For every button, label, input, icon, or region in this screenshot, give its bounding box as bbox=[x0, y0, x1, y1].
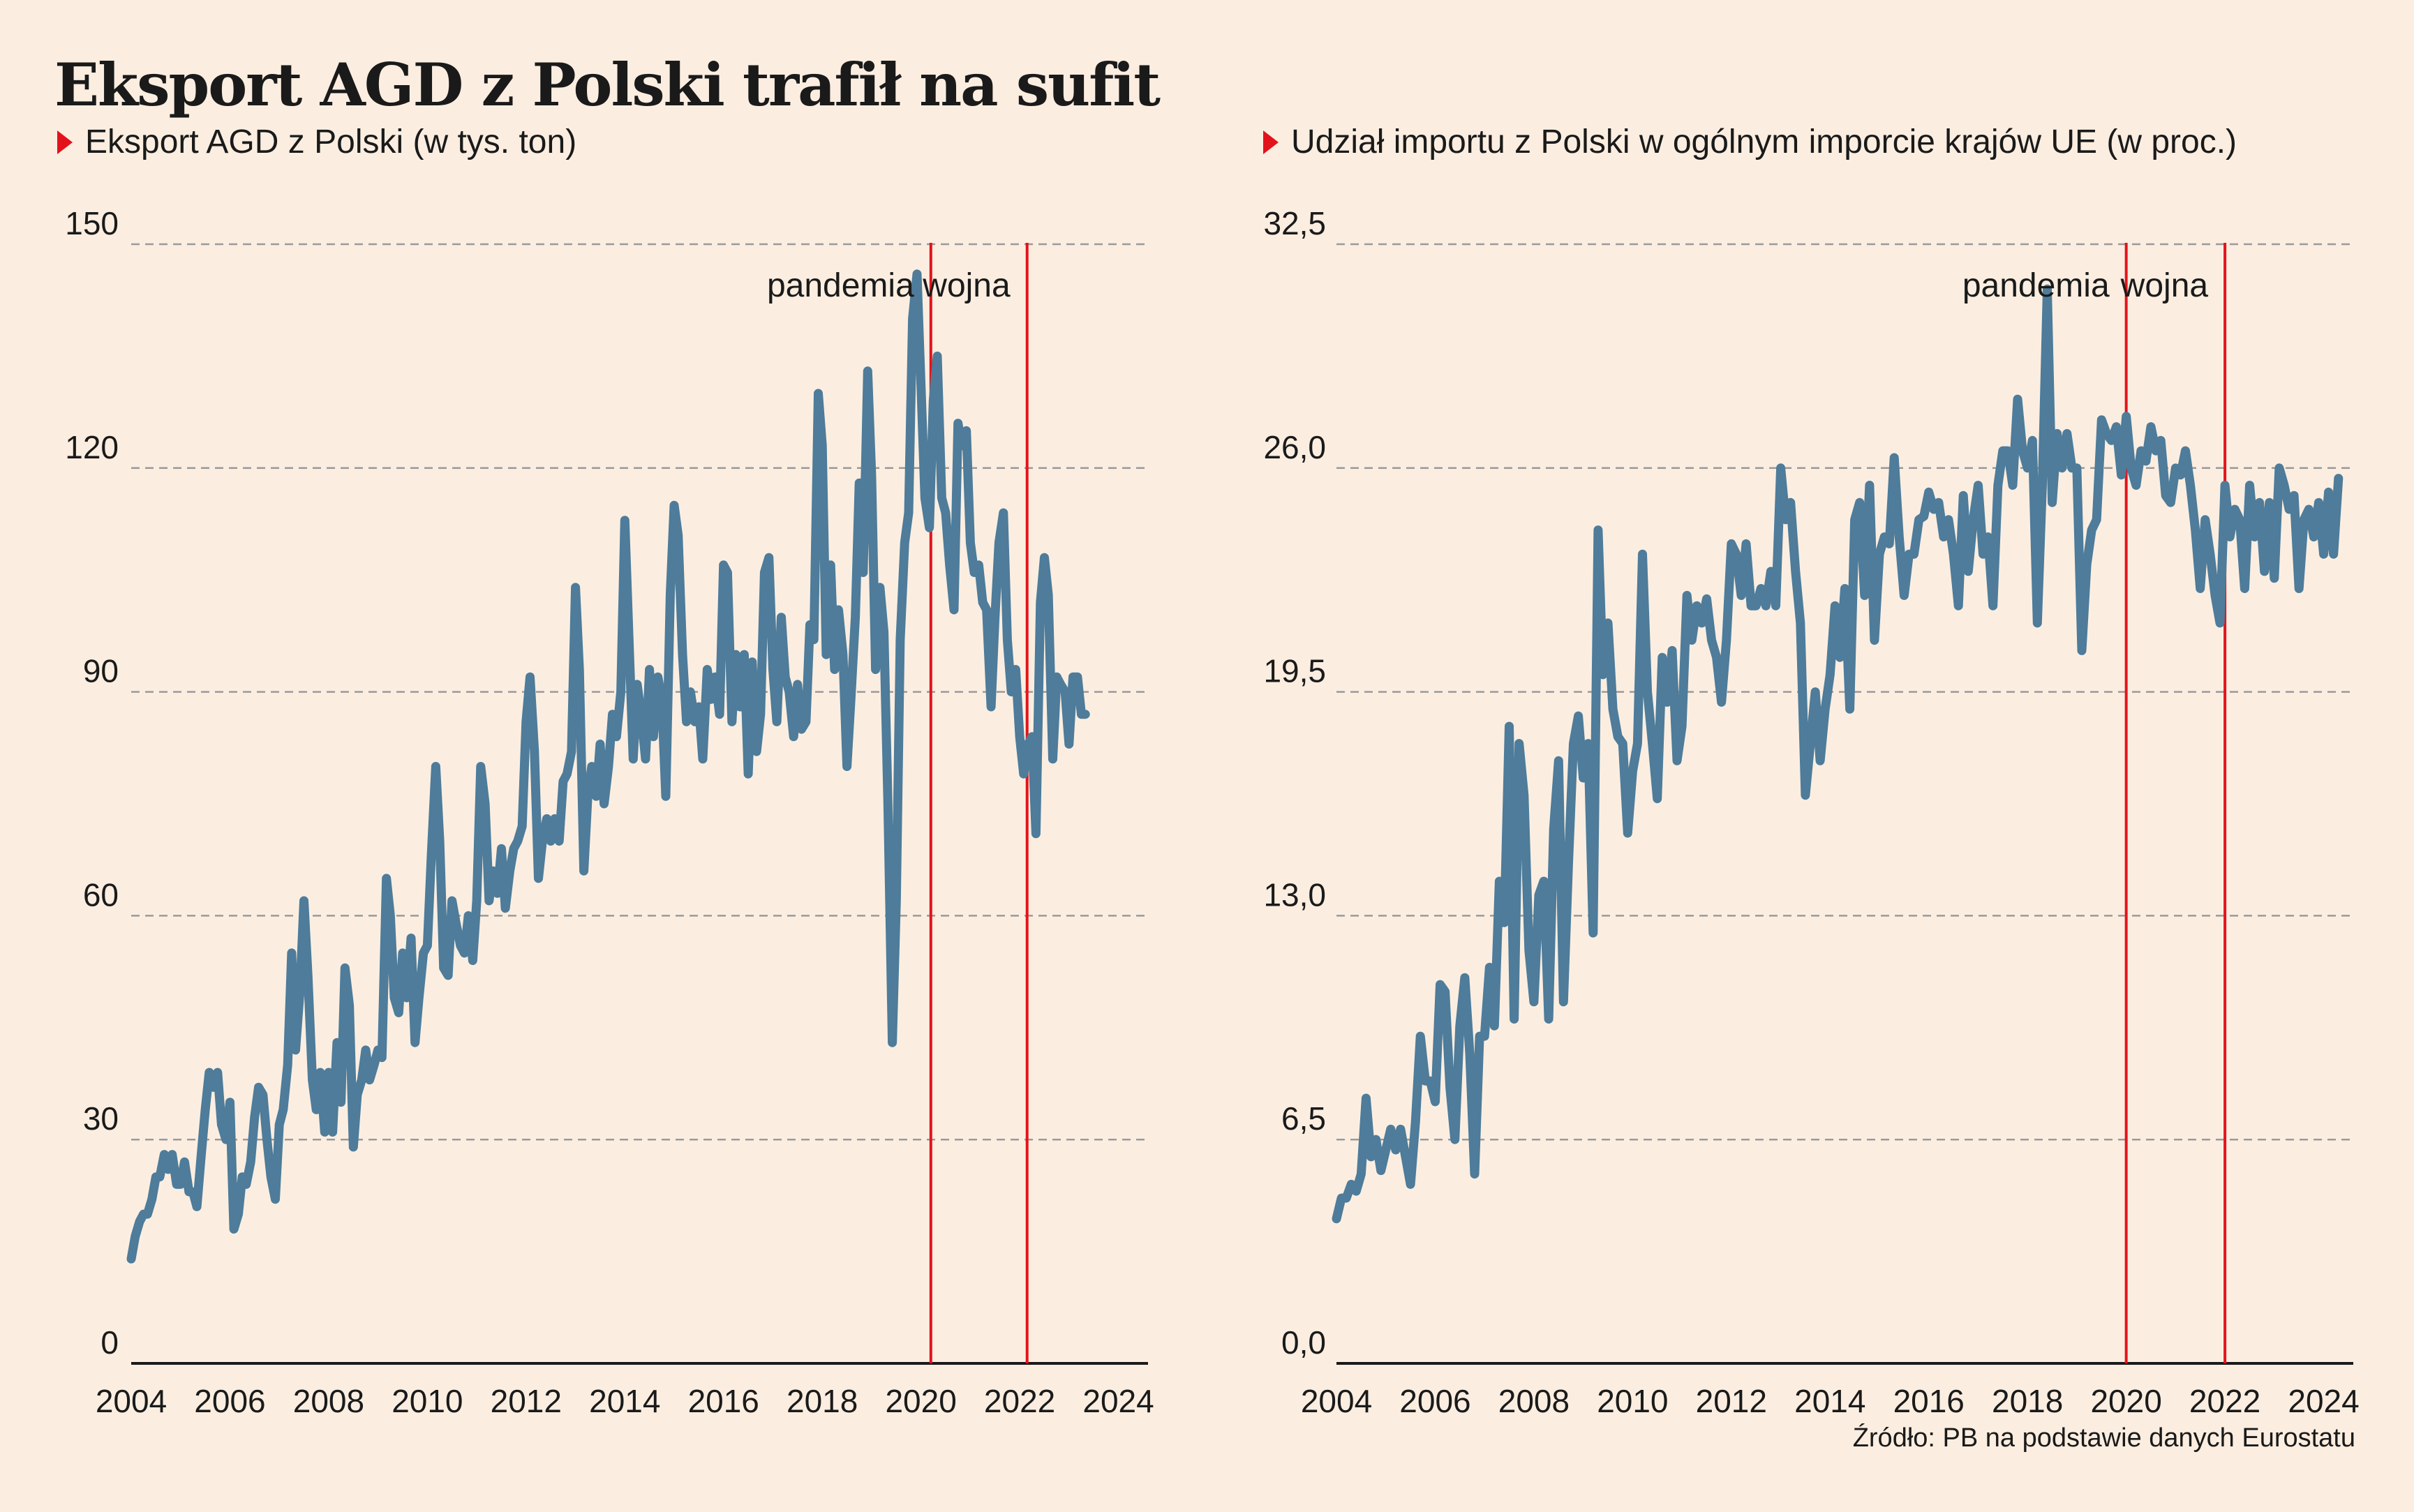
x-tick-label: 2018 bbox=[1992, 1383, 2063, 1419]
x-tick-label: 2022 bbox=[984, 1383, 1055, 1419]
x-tick-label: 2022 bbox=[2189, 1383, 2260, 1419]
x-tick-label: 2004 bbox=[96, 1383, 167, 1419]
x-tick-label: 2018 bbox=[787, 1383, 858, 1419]
y-tick-label: 0 bbox=[100, 1324, 119, 1361]
y-tick-label: 19,5 bbox=[1263, 653, 1326, 689]
y-tick-label: 150 bbox=[65, 205, 119, 241]
x-tick-label: 2010 bbox=[1597, 1383, 1668, 1419]
marker-label-pandemia: pandemia bbox=[767, 267, 914, 304]
source-note: Źródło: PB na podstawie danych Eurostatu bbox=[1852, 1423, 2355, 1453]
triangle-bullet-icon bbox=[57, 130, 73, 154]
x-tick-label: 2010 bbox=[392, 1383, 463, 1419]
headline: Eksport AGD z Polski trafił na sufit bbox=[54, 50, 1161, 119]
x-tick-label: 2024 bbox=[2288, 1383, 2359, 1419]
triangle-bullet-icon bbox=[1263, 130, 1279, 154]
left-chart-title: Eksport AGD z Polski (w tys. ton) bbox=[85, 123, 577, 160]
series-line bbox=[1332, 284, 2344, 1224]
right-chart-title: Udział importu z Polski w ogólnym imporc… bbox=[1291, 123, 2237, 160]
left-chart-subtitle: Eksport AGD z Polski (w tys. ton) bbox=[57, 123, 576, 161]
x-tick-label: 2016 bbox=[1893, 1383, 1965, 1419]
x-tick-label: 2006 bbox=[194, 1383, 265, 1419]
y-tick-label: 32,5 bbox=[1263, 205, 1326, 241]
left-chart-group: 0 30 60 90 120 150 2004 2006 2008 2010 2012 2014 201… bbox=[65, 205, 1154, 1419]
marker-label-wojna: wojna bbox=[922, 267, 1011, 304]
right-chart-subtitle: Udział importu z Polski w ogólnym imporc… bbox=[1263, 123, 2237, 161]
x-tick-label: 2024 bbox=[1082, 1383, 1154, 1419]
x-tick-label: 2004 bbox=[1301, 1383, 1372, 1419]
y-tick-label: 60 bbox=[83, 876, 119, 913]
x-tick-label: 2014 bbox=[1794, 1383, 1865, 1419]
right-chart-group: 0,0 6,5 13,0 19,5 26,0 32,5 2004 2006 2008 2010 20… bbox=[1263, 205, 2359, 1419]
y-tick-label: 13,0 bbox=[1263, 876, 1326, 913]
y-tick-label: 30 bbox=[83, 1100, 119, 1137]
marker-label-pandemia: pandemia bbox=[1962, 267, 2110, 304]
x-tick-label: 2020 bbox=[2090, 1383, 2161, 1419]
x-tick-label: 2008 bbox=[293, 1383, 364, 1419]
x-tick-label: 2012 bbox=[491, 1383, 562, 1419]
x-tick-label: 2008 bbox=[1498, 1383, 1570, 1419]
marker-label-wojna: wojna bbox=[2120, 267, 2209, 304]
x-tick-label: 2006 bbox=[1399, 1383, 1470, 1419]
y-tick-label: 0,0 bbox=[1281, 1324, 1326, 1361]
y-tick-label: 26,0 bbox=[1263, 429, 1326, 465]
x-tick-label: 2020 bbox=[885, 1383, 956, 1419]
x-tick-label: 2016 bbox=[688, 1383, 759, 1419]
y-tick-label: 120 bbox=[65, 429, 119, 465]
x-tick-label: 2012 bbox=[1696, 1383, 1767, 1419]
y-tick-label: 90 bbox=[83, 653, 119, 689]
series-line bbox=[126, 269, 1090, 1264]
x-tick-label: 2014 bbox=[589, 1383, 660, 1419]
y-tick-label: 6,5 bbox=[1281, 1100, 1326, 1137]
